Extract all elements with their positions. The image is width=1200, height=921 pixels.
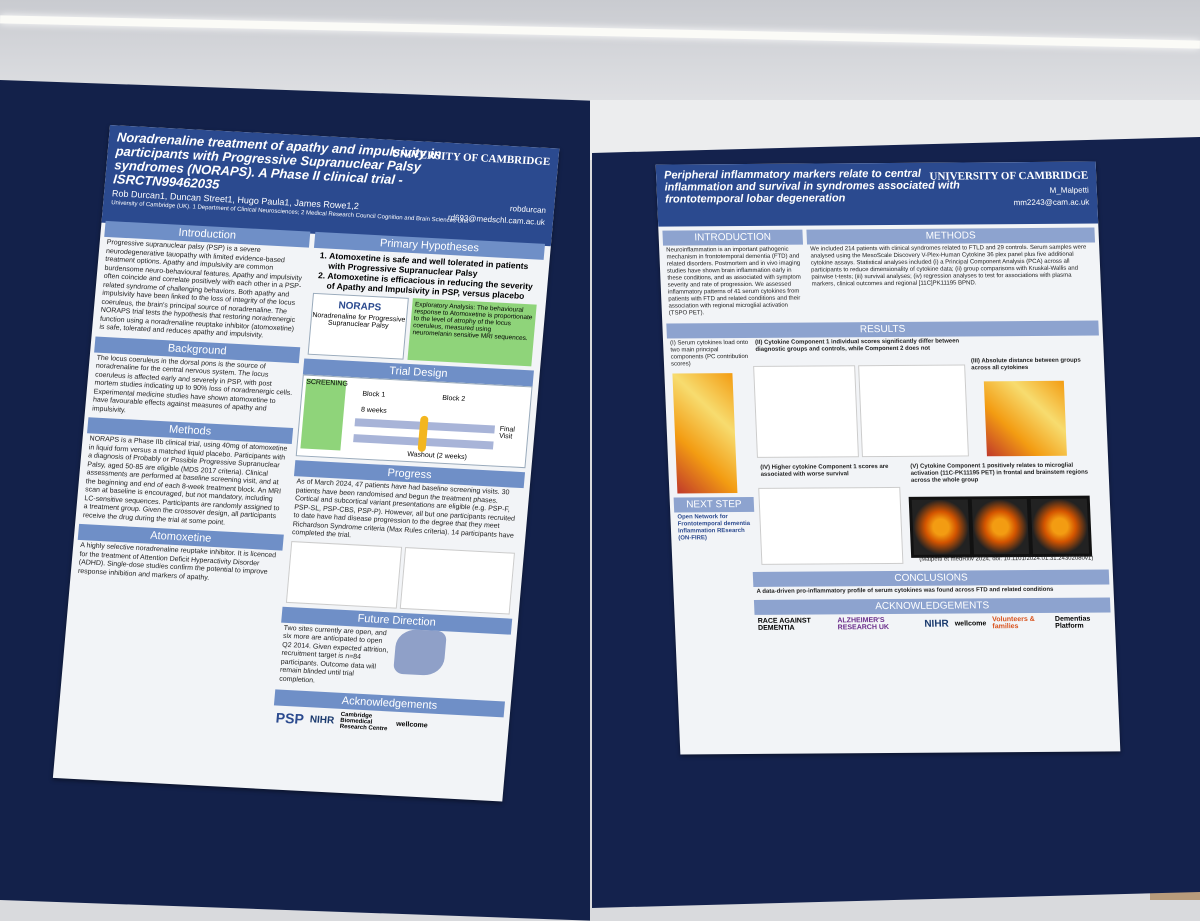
section: Future Direction Two sites currently are… <box>276 606 513 697</box>
section: Introduction Progressive supranuclear pal… <box>96 220 311 343</box>
text: NORAPS is a Phase IIb clinical trial, us… <box>82 435 288 527</box>
logo: UNIVERSITY OF CAMBRIDGE <box>929 169 1089 183</box>
heading: NEXT STEP <box>673 496 755 513</box>
plot <box>753 365 859 458</box>
uk-map <box>393 628 447 676</box>
logo: RACE AGAINST DEMENTIA <box>757 617 811 632</box>
logo: NIHR <box>924 618 949 630</box>
heatmap <box>983 380 1067 457</box>
text: Progressive supranuclear palsy (PSP) is … <box>99 239 303 340</box>
citation: (Malpetti et medRxiv 2024, doi: 10.1101/… <box>919 555 1094 563</box>
logo: Volunteers & families <box>991 615 1035 631</box>
text: Neuroinflammation is an important pathog… <box>666 246 801 317</box>
panel-title: (IV) Higher cytokine Component 1 scores … <box>760 463 889 478</box>
brain-images <box>908 495 1093 558</box>
logo: NIHR <box>309 713 335 727</box>
trial-diagram: SCREENING Block 1 Block 2 8 weeks Washou… <box>295 374 533 469</box>
plot <box>399 546 516 615</box>
plot <box>858 364 969 458</box>
column: Primary Hypotheses Atomoxetine is safe a… <box>272 228 546 741</box>
plot <box>285 540 402 609</box>
logo: wellcome <box>954 619 987 628</box>
handle: M_Malpetti <box>1049 185 1090 195</box>
label: Block 1 <box>362 390 386 399</box>
logo-text: NORAPS <box>337 300 382 314</box>
column: Introduction Progressive supranuclear pal… <box>74 217 311 589</box>
poster: Noradrenaline treatment of apathy and im… <box>52 125 560 802</box>
email: mm2243@cam.ac.uk <box>1013 197 1090 208</box>
section: Progress As of March 2024, 47 patients ha… <box>283 460 526 615</box>
section: METHODS We included 214 patients with cli… <box>806 224 1098 319</box>
noraps-logo: NORAPS Noradrenaline for Progressive Supr… <box>307 292 409 360</box>
text: Two sites currently are open, and six mo… <box>278 624 389 684</box>
section: Acknowledgements PSP NIHR Cambridge Biom… <box>272 689 505 738</box>
section: Methods NORAPS is a Phase IIb clinical tr… <box>79 417 294 530</box>
text: Open Network for Frontotemporal dementia… <box>677 514 751 542</box>
section: Atomoxetine A highly selective noradrenal… <box>75 523 284 587</box>
logo: PSP <box>275 709 305 727</box>
heading: ACKNOWLEDGEMENTS <box>753 597 1111 615</box>
logo: wellcome <box>395 720 428 729</box>
poster-header: Peripheral inflammatory markers relate t… <box>655 161 1099 227</box>
handle: robdurcan <box>509 204 547 215</box>
panel-title: (V) Cytokine Component 1 positively rela… <box>910 462 1089 484</box>
text: We included 214 patients with clinical s… <box>810 244 1087 288</box>
results-area: (I) Serum cytokines load onto two main p… <box>667 336 1109 569</box>
panel-title: (I) Serum cytokines load onto two main p… <box>670 339 749 368</box>
heading: INTRODUCTION <box>662 229 804 246</box>
label: Washout (2 weeks) <box>406 451 468 462</box>
heading: METHODS <box>806 227 1096 245</box>
logo: Dementias Platform <box>1054 615 1091 630</box>
top-row: INTRODUCTION Neuroinflammation is an impo… <box>658 224 1102 320</box>
panel-title: (II) Cytokine Component 1 individual sco… <box>755 338 960 353</box>
text: A data-driven pro-inflammatory profile o… <box>756 586 1054 595</box>
poster: Peripheral inflammatory markers relate t… <box>655 161 1121 755</box>
logo: Cambridge Biomedical Research Centre <box>339 711 388 733</box>
logo-subtitle: Noradrenaline for Progressive Supranucle… <box>312 311 406 330</box>
exploratory-box: Exploratory Analysis: The behavioural re… <box>407 298 537 367</box>
section: CONCLUSIONS A data-driven pro-inflammator… <box>673 569 1114 596</box>
section: RESULTS (I) Serum cytokines load onto tw… <box>662 320 1112 569</box>
label: 8 weeks <box>360 406 387 415</box>
pc-table <box>672 373 738 494</box>
label: Final Visit <box>498 425 516 441</box>
label: Block 2 <box>441 394 466 403</box>
washout-marker <box>417 415 429 452</box>
screening-box: SCREENING <box>300 378 348 451</box>
logo: ALZHEIMER'S RESEARCH UK <box>837 617 890 632</box>
section: Primary Hypotheses Atomoxetine is safe a… <box>305 231 546 367</box>
survival-plot <box>758 486 904 565</box>
scene: Noradrenaline treatment of apathy and im… <box>0 0 1200 900</box>
heading: CONCLUSIONS <box>752 569 1110 587</box>
section: Background The locus coeruleus in the dor… <box>89 336 301 424</box>
section: INTRODUCTION Neuroinflammation is an impo… <box>662 226 806 320</box>
text: As of March 2024, 47 patients have had b… <box>291 478 516 540</box>
section: Trial Design SCREENING Block 1 Block 2 8… <box>295 358 534 469</box>
section: NEXT STEP Open Network for Frontotemporal… <box>673 493 755 545</box>
text: The locus coeruleus in the dorsal pons i… <box>91 354 293 414</box>
section: ACKNOWLEDGEMENTS RACE AGAINST DEMENTIA A… <box>674 597 1115 632</box>
panel-title: (III) Absolute distance between groups a… <box>970 357 1081 372</box>
